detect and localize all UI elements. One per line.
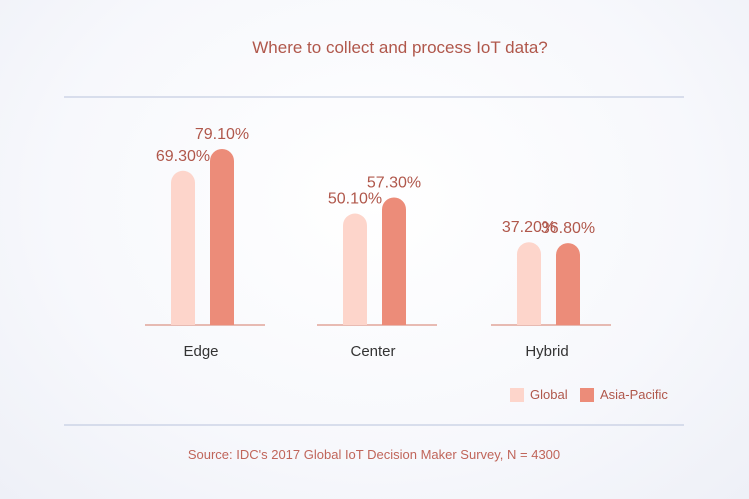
bar-hybrid-global — [517, 242, 541, 325]
chart-title: Where to collect and process IoT data? — [252, 38, 547, 57]
bar-center-asia-pacific — [382, 197, 406, 325]
legend: Global Asia-Pacific — [510, 387, 668, 402]
legend-swatch-0 — [510, 388, 524, 402]
data-label-edge-1: 79.10% — [195, 126, 249, 143]
bars-group: 69.30% 79.10% Edge 50.10%57.30% Center 37.20%… — [145, 126, 611, 360]
data-label-hybrid-0: 37.20% — [502, 219, 556, 236]
legend-label-0: Global — [530, 387, 568, 402]
data-label-center-0: 50.10% — [328, 191, 382, 208]
bar-edge-global — [171, 170, 195, 325]
bar-center-global — [343, 213, 367, 325]
bar-hybrid-asia-pacific — [556, 243, 580, 325]
data-label-center-1: 57.30% — [367, 175, 421, 192]
legend-label-1: Asia-Pacific — [600, 387, 668, 402]
data-label-edge-0: 69.30% — [156, 148, 210, 165]
data-label-hybrid-1: 36.80% — [541, 220, 595, 237]
category-label-edge: Edge — [183, 343, 218, 360]
bar-edge-asia-pacific — [210, 149, 234, 325]
source-note: Source: IDC's 2017 Global IoT Decision M… — [188, 447, 560, 462]
category-label-center: Center — [350, 343, 395, 360]
category-label-hybrid: Hybrid — [525, 343, 568, 360]
legend-swatch-1 — [580, 388, 594, 402]
